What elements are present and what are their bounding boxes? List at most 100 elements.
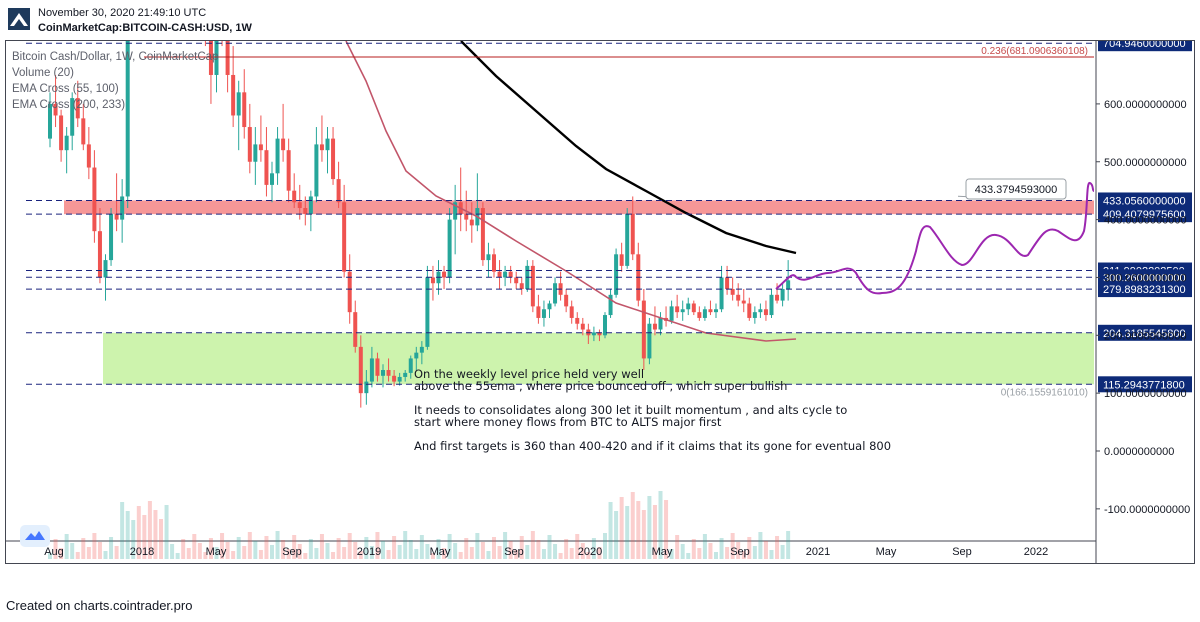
volume-bar [136, 506, 141, 559]
candle-body [619, 254, 624, 266]
volume-bar [325, 543, 330, 559]
volume-bar [375, 532, 380, 559]
volume-bar [319, 534, 324, 559]
candle-body [297, 202, 302, 209]
candle-body [425, 277, 430, 347]
candle-body [580, 323, 585, 330]
volume-bar [425, 544, 430, 559]
candle-body [747, 303, 752, 318]
candle-body [92, 167, 97, 232]
volume-bar [114, 546, 119, 559]
level-label: 279.8983231300 [1103, 284, 1186, 296]
x-tick-label: May [206, 546, 227, 558]
candle-body [503, 271, 508, 278]
candle-body [564, 294, 569, 307]
volume-bar [647, 496, 652, 559]
volume-bar [414, 549, 419, 559]
volume-bar [181, 539, 186, 559]
candle-body [264, 150, 269, 185]
volume-bar [331, 552, 336, 559]
candle-body [392, 375, 397, 382]
candle-body [342, 202, 347, 272]
volume-bar [708, 543, 713, 559]
volume-bar [386, 550, 391, 559]
price-chart-svg[interactable]: 704.9460000000 433.0560000000 409.40799756… [6, 41, 1194, 563]
volume-bar [131, 520, 136, 559]
candle-body [763, 309, 768, 316]
volume-bar [92, 533, 97, 559]
legend-title: Bitcoin Cash/Dollar, 1W, CoinMarketCap [12, 51, 219, 63]
candle-body [630, 213, 635, 255]
cointrader-logo-icon [8, 8, 30, 30]
candle-body [625, 213, 630, 266]
candle-body [353, 312, 358, 347]
volume-bar [430, 553, 435, 559]
y-tick-label: 400.0000000000 [1104, 215, 1187, 227]
candle-body [86, 144, 91, 168]
volume-bar [752, 546, 757, 559]
volume-bar [497, 546, 502, 559]
volume-bar [725, 547, 730, 559]
volume-bar [736, 542, 741, 559]
candle-body [381, 370, 385, 376]
volume-bar [419, 535, 424, 559]
tradingview-logo-icon[interactable] [20, 525, 50, 547]
candle-body [358, 346, 363, 394]
volume-bar [558, 553, 563, 559]
chart-legend: Bitcoin Cash/Dollar, 1W, CoinMarketCap V… [12, 49, 218, 113]
candle-body [508, 271, 513, 278]
candle-body [292, 190, 297, 203]
volume-bar [519, 536, 524, 559]
volume-bar [547, 535, 552, 559]
volume-bar [297, 544, 302, 559]
candle-body [386, 370, 391, 376]
level-label: 204.3185545800 [1103, 328, 1186, 340]
candle-body [70, 98, 75, 136]
candle-body [347, 271, 352, 313]
volume-bar [614, 511, 619, 559]
volume-bar [447, 534, 452, 559]
volume-bar [225, 542, 230, 559]
candle-body [641, 300, 646, 359]
volume-bar [625, 506, 630, 559]
chart-area[interactable]: 704.9460000000 433.0560000000 409.40799756… [5, 40, 1195, 564]
candle-body [591, 332, 596, 336]
volume-bar [536, 540, 541, 559]
volume-bar [702, 534, 707, 559]
volume-bar [591, 538, 596, 559]
y-tick-label: 300.0000000000 [1104, 272, 1187, 284]
candle-body [569, 306, 574, 318]
candle-body [48, 103, 52, 139]
x-tick-label: Sep [730, 546, 750, 558]
candle-body [64, 135, 69, 151]
volume-bar [691, 539, 696, 559]
volume-bar [492, 537, 496, 559]
volume-bar [159, 519, 163, 559]
volume-bar [192, 534, 197, 559]
volume-bar [464, 538, 469, 559]
candle-body [270, 173, 274, 185]
volume-bar [763, 541, 768, 559]
x-tick-label: May [652, 546, 673, 558]
candle-body [541, 309, 546, 318]
candle-body [464, 213, 469, 220]
candle-body [603, 315, 607, 336]
y-tick-label: 200.0000000000 [1104, 330, 1187, 342]
level-label-bg [1098, 376, 1192, 393]
candle-body [114, 213, 119, 220]
candle-body [469, 219, 474, 226]
volume-bar [680, 544, 685, 559]
volume-bar [381, 541, 385, 559]
y-tick-label: 500.0000000000 [1104, 157, 1187, 169]
candle-body [680, 309, 685, 313]
volume-bar [775, 536, 780, 559]
candle-body [314, 144, 319, 197]
candle-body [336, 179, 341, 203]
level-label: 115.2943771800 [1103, 379, 1185, 391]
volume-bar [258, 550, 263, 559]
volume-bar [142, 515, 147, 559]
x-tick-label: 2022 [1024, 546, 1048, 558]
candle-body [286, 150, 291, 191]
candle-body [125, 41, 130, 197]
volume-bar [442, 548, 447, 559]
